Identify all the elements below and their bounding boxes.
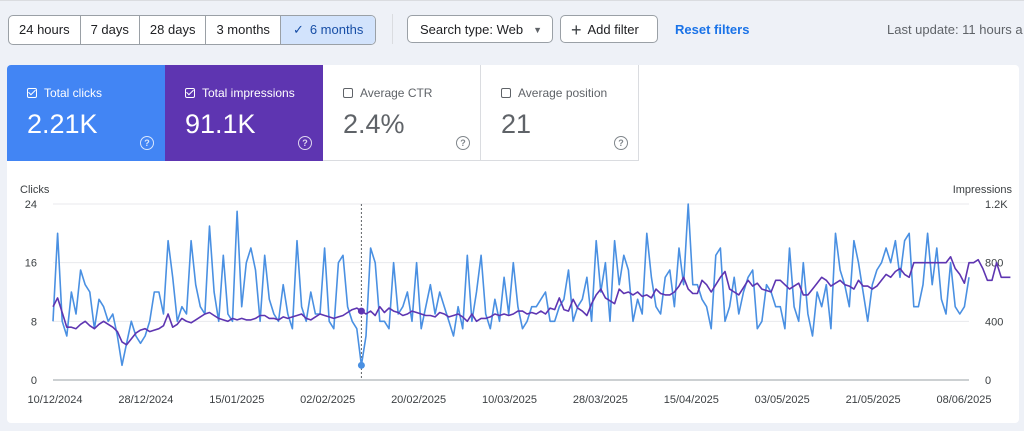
right-tick-label: 800	[985, 258, 1003, 270]
left-tick-label: 16	[25, 258, 37, 270]
performance-chart[interactable]: Clicks Impressions 24 1.2K 16 800 8 400 0 0 10/…	[7, 65, 1019, 423]
range-3-months[interactable]: 3 months	[206, 16, 281, 44]
x-tick-label: 02/02/2025	[300, 394, 355, 406]
x-tick-label: 08/06/2025	[936, 394, 991, 406]
range-6-months-label: 6 months	[309, 22, 364, 37]
metric-label: Average CTR	[343, 86, 432, 100]
top-toolbar: 24 hours 7 days 28 days 3 months ✓ 6 mont…	[0, 0, 1024, 58]
x-tick-label: 28/12/2024	[118, 394, 173, 406]
x-tick-label: 15/04/2025	[664, 394, 719, 406]
right-axis-label: Impressions	[953, 184, 1013, 196]
help-icon[interactable]: ?	[298, 136, 312, 150]
x-tick-label: 10/12/2024	[27, 394, 82, 406]
metric-label: Average position	[501, 86, 607, 100]
metric-card-average-position[interactable]: Average position 21 ?	[481, 65, 639, 161]
range-28-days[interactable]: 28 days	[140, 16, 207, 44]
plus-icon: +	[571, 20, 582, 40]
help-icon[interactable]: ?	[456, 136, 470, 150]
metric-label-text: Average CTR	[360, 86, 433, 100]
search-type-dropdown[interactable]: Search type: Web ▼	[407, 15, 553, 43]
metric-value: 2.4%	[343, 109, 405, 139]
search-type-label: Search type: Web	[420, 22, 524, 37]
x-tick-label: 03/05/2025	[755, 394, 810, 406]
metric-value: 2.21K	[27, 109, 98, 139]
metric-value: 21	[501, 109, 532, 139]
dropdown-caret-icon: ▼	[533, 25, 542, 35]
metric-label-text: Total impressions	[202, 86, 295, 100]
x-tick-label: 21/05/2025	[846, 394, 901, 406]
left-tick-label: 8	[31, 316, 37, 328]
x-tick-label: 15/01/2025	[209, 394, 264, 406]
metric-label-text: Average position	[518, 86, 608, 100]
metric-value: 91.1K	[185, 109, 256, 139]
help-icon[interactable]: ?	[614, 136, 628, 150]
date-range-selector: 24 hours 7 days 28 days 3 months ✓ 6 mont…	[8, 15, 377, 45]
metric-label: Total impressions	[185, 86, 295, 100]
add-filter-button[interactable]: + Add filter	[560, 15, 658, 43]
help-icon[interactable]: ?	[140, 136, 154, 150]
series-line-clicks	[52, 203, 970, 367]
metric-label: Total clicks	[27, 86, 102, 100]
right-tick-label: 1.2K	[985, 199, 1008, 211]
series-line-impressions	[52, 256, 1011, 346]
left-tick-label: 0	[31, 375, 37, 387]
x-tick-label: 20/02/2025	[391, 394, 446, 406]
left-tick-label: 24	[25, 199, 37, 211]
toolbar-divider	[392, 14, 393, 44]
checkbox-unchecked-icon[interactable]	[343, 88, 353, 98]
x-tick-label: 10/03/2025	[482, 394, 537, 406]
reset-filters-link[interactable]: Reset filters	[675, 22, 750, 37]
x-tick-label: 28/03/2025	[573, 394, 628, 406]
hover-point-impressions	[357, 307, 365, 315]
last-update-text: Last update: 11 hours a	[887, 22, 1023, 37]
right-tick-label: 0	[985, 375, 991, 387]
checkbox-unchecked-icon[interactable]	[501, 88, 511, 98]
metric-card-total-impressions[interactable]: Total impressions 91.1K ?	[165, 65, 323, 161]
range-24-hours[interactable]: 24 hours	[9, 16, 81, 44]
metric-card-average-ctr[interactable]: Average CTR 2.4% ?	[323, 65, 481, 161]
check-icon: ✓	[292, 22, 304, 37]
range-6-months[interactable]: ✓ 6 months	[280, 16, 376, 44]
right-tick-label: 400	[985, 316, 1003, 328]
add-filter-label: Add filter	[587, 22, 639, 37]
left-axis-label: Clicks	[20, 184, 50, 196]
checkbox-checked-icon[interactable]	[185, 88, 195, 98]
hover-point-clicks	[357, 361, 365, 369]
range-7-days[interactable]: 7 days	[81, 16, 140, 44]
top-divider	[0, 0, 1024, 1]
metric-label-text: Total clicks	[44, 86, 103, 100]
metric-card-total-clicks[interactable]: Total clicks 2.21K ?	[7, 65, 165, 161]
performance-panel: Total clicks 2.21K ? Total impressions 9…	[7, 65, 1019, 423]
checkbox-checked-icon[interactable]	[27, 88, 37, 98]
